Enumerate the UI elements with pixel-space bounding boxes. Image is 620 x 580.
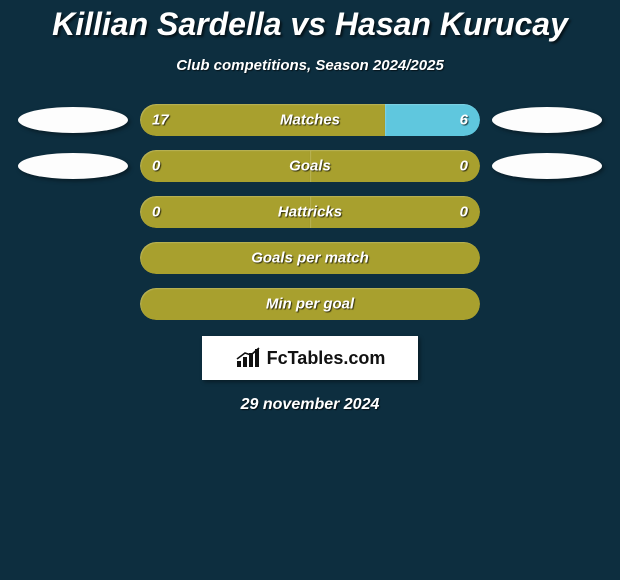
stat-label: Goals per match	[251, 250, 369, 267]
subtitle: Club competitions, Season 2024/2025	[0, 57, 620, 74]
ellipse-spacer	[18, 291, 128, 317]
stat-label: Min per goal	[266, 296, 354, 313]
stat-row: 0 0 Hattricks	[0, 196, 620, 228]
stat-bar: 0 0 Hattricks	[140, 196, 480, 228]
stat-row: 17 6 Matches	[0, 104, 620, 136]
stat-value-right: 0	[460, 158, 468, 175]
player2-ellipse	[492, 153, 602, 179]
stat-value-left: 0	[152, 204, 160, 221]
page-title: Killian Sardella vs Hasan Kurucay	[0, 6, 620, 43]
player2-ellipse	[492, 107, 602, 133]
ellipse-spacer	[18, 199, 128, 225]
ellipse-spacer	[492, 245, 602, 271]
stat-value-right: 6	[460, 112, 468, 129]
stat-label: Matches	[280, 112, 340, 129]
stat-bar: 0 0 Goals	[140, 150, 480, 182]
stat-label: Goals	[289, 158, 331, 175]
stat-label: Hattricks	[278, 204, 342, 221]
comparison-infographic: Killian Sardella vs Hasan Kurucay Club c…	[0, 0, 620, 414]
stat-bar: Goals per match	[140, 242, 480, 274]
stat-bar: 17 6 Matches	[140, 104, 480, 136]
ellipse-spacer	[492, 199, 602, 225]
ellipse-spacer	[18, 245, 128, 271]
stat-bar: Min per goal	[140, 288, 480, 320]
stat-value-left: 0	[152, 158, 160, 175]
ellipse-spacer	[492, 291, 602, 317]
brand-text: FcTables.com	[267, 348, 386, 369]
stat-rows: 17 6 Matches 0 0 Goals 0 0 Hattricks Goals per ma…	[0, 104, 620, 320]
bar-segment-right	[310, 150, 480, 182]
stat-row: 0 0 Goals	[0, 150, 620, 182]
stat-value-right: 0	[460, 204, 468, 221]
chart-icon	[235, 347, 261, 369]
date-label: 29 november 2024	[0, 396, 620, 414]
bar-segment-left	[140, 150, 310, 182]
player1-ellipse	[18, 107, 128, 133]
player1-ellipse	[18, 153, 128, 179]
stat-row: Goals per match	[0, 242, 620, 274]
bar-segment-left	[140, 104, 385, 136]
stat-row: Min per goal	[0, 288, 620, 320]
stat-value-left: 17	[152, 112, 169, 129]
brand-badge: FcTables.com	[202, 336, 418, 380]
